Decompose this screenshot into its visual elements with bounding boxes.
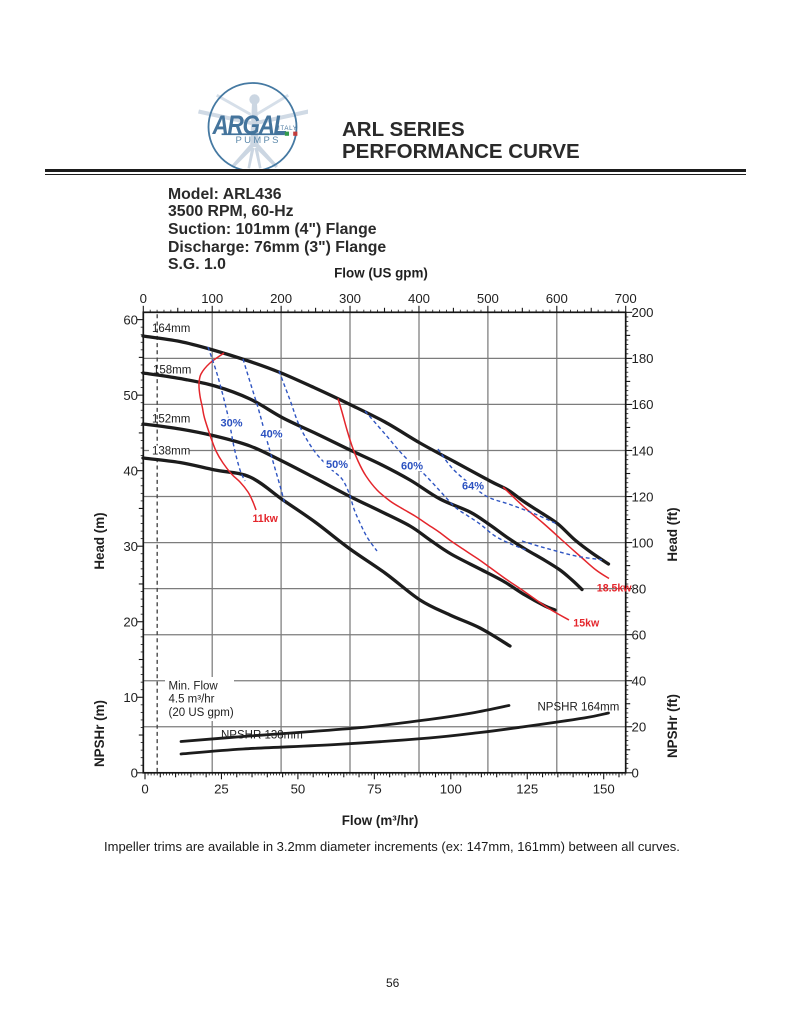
svg-text:0: 0 <box>140 291 147 306</box>
svg-text:50: 50 <box>123 388 138 403</box>
svg-text:100: 100 <box>632 535 654 550</box>
svg-text:500: 500 <box>477 291 499 306</box>
svg-text:125: 125 <box>516 782 538 797</box>
svg-text:NPSHR 164mm: NPSHR 164mm <box>538 702 620 714</box>
svg-text:120: 120 <box>632 489 654 504</box>
svg-text:40: 40 <box>632 674 647 689</box>
svg-text:40: 40 <box>123 463 138 478</box>
svg-text:NPSHr (m): NPSHr (m) <box>92 700 107 767</box>
svg-text:40%: 40% <box>260 428 282 440</box>
svg-text:160: 160 <box>632 397 654 412</box>
svg-text:Flow (m³/hr): Flow (m³/hr) <box>342 813 419 828</box>
svg-text:200: 200 <box>632 305 654 320</box>
svg-text:0: 0 <box>632 766 639 781</box>
svg-text:200: 200 <box>270 291 292 306</box>
svg-text:11kw: 11kw <box>253 513 279 525</box>
svg-text:64%: 64% <box>462 481 484 493</box>
svg-text:Min. Flow: Min. Flow <box>169 681 219 693</box>
svg-text:50: 50 <box>291 782 306 797</box>
svg-text:20: 20 <box>632 720 647 735</box>
svg-text:Head (ft): Head (ft) <box>665 507 680 561</box>
svg-text:0: 0 <box>131 766 138 781</box>
svg-text:80: 80 <box>632 581 647 596</box>
svg-text:PUMPS: PUMPS <box>236 135 281 146</box>
svg-text:60: 60 <box>632 628 647 643</box>
svg-text:600: 600 <box>546 291 568 306</box>
svg-text:152mm: 152mm <box>152 414 190 426</box>
svg-text:15kw: 15kw <box>573 618 600 630</box>
svg-text:(20 US gpm): (20 US gpm) <box>169 707 234 719</box>
svg-text:ARGAL: ARGAL <box>212 111 287 140</box>
svg-text:75: 75 <box>367 782 382 797</box>
svg-text:20: 20 <box>123 614 138 629</box>
svg-text:NPSHR 138mm: NPSHR 138mm <box>221 730 303 742</box>
svg-text:ITALY: ITALY <box>278 125 298 132</box>
svg-text:150: 150 <box>593 782 615 797</box>
svg-text:10: 10 <box>123 690 138 705</box>
svg-text:100: 100 <box>201 291 223 306</box>
svg-text:138mm: 138mm <box>152 446 190 458</box>
svg-text:0: 0 <box>141 782 148 797</box>
svg-text:700: 700 <box>615 291 637 306</box>
svg-text:18.5kw: 18.5kw <box>597 582 633 594</box>
svg-text:NPSHr (ft): NPSHr (ft) <box>665 694 680 758</box>
svg-text:400: 400 <box>408 291 430 306</box>
svg-text:Head (m): Head (m) <box>92 512 107 569</box>
svg-text:60: 60 <box>123 312 138 327</box>
svg-text:164mm: 164mm <box>152 323 190 335</box>
svg-text:300: 300 <box>339 291 361 306</box>
svg-text:100: 100 <box>440 782 462 797</box>
svg-text:30%: 30% <box>220 417 242 429</box>
svg-text:25: 25 <box>214 782 229 797</box>
svg-text:4.5 m³/hr: 4.5 m³/hr <box>169 694 215 706</box>
svg-text:140: 140 <box>632 443 654 458</box>
svg-text:158mm: 158mm <box>153 364 191 376</box>
svg-text:30: 30 <box>123 539 138 554</box>
svg-text:Flow (US gpm): Flow (US gpm) <box>334 266 428 281</box>
svg-text:60%: 60% <box>401 460 423 472</box>
svg-text:50%: 50% <box>326 459 348 471</box>
svg-text:180: 180 <box>632 351 654 366</box>
